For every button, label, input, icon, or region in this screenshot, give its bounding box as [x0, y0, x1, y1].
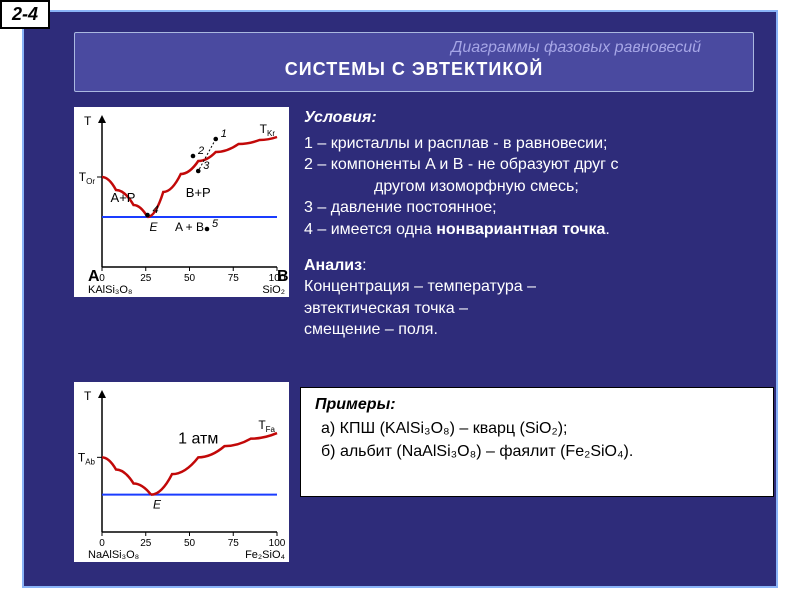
svg-text:50: 50: [184, 538, 196, 549]
svg-text:3: 3: [203, 160, 210, 172]
svg-text:TFa: TFa: [258, 418, 275, 434]
svg-text:25: 25: [140, 273, 152, 284]
examples-box: Примеры: а) КПШ (KAlSi₃O₈) – кварц (SiO₂…: [300, 387, 774, 497]
svg-text:T: T: [84, 389, 92, 403]
svg-text:1 атм: 1 атм: [178, 430, 218, 447]
svg-text:B+P: B+P: [186, 185, 211, 200]
svg-text:Fe₂SiO₄: Fe₂SiO₄: [245, 549, 285, 561]
svg-text:T: T: [84, 114, 92, 128]
svg-text:NaAlSi₃O₈: NaAlSi₃O₈: [88, 549, 139, 561]
example-a: а) КПШ (KAlSi₃O₈) – кварц (SiO₂);: [321, 420, 759, 438]
svg-text:A: A: [88, 268, 100, 285]
svg-text:1: 1: [221, 128, 227, 140]
svg-text:TAb: TAb: [78, 450, 96, 466]
svg-text:50: 50: [184, 273, 196, 284]
slide-frame: Диаграммы фазовых равновесий СИСТЕМЫ С Э…: [22, 10, 778, 588]
analysis-line-2: эвтектическая точка –: [304, 298, 774, 320]
analysis-label: Анализ:: [304, 255, 774, 277]
svg-text:A+P: A+P: [111, 190, 136, 205]
phase-diagram-2: 0 25 50 75 100 TAb TFa E 1 атм NaAlSi₃O₈ Fe₂SiO₄ T: [74, 382, 289, 562]
condition-2b: другом изоморфную смесь;: [304, 176, 774, 198]
condition-3: 3 – давление постоянное;: [304, 197, 774, 219]
header-subtitle: Диаграммы фазовых равновесий: [87, 39, 741, 57]
page-number-badge: 2-4: [0, 0, 50, 29]
svg-text:TOr: TOr: [79, 170, 96, 186]
svg-text:25: 25: [140, 538, 152, 549]
text-content: Условия: 1 – кристаллы и расплав - в рав…: [304, 107, 774, 341]
header-title: СИСТЕМЫ С ЭВТЕКТИКОЙ: [87, 59, 741, 80]
example-b: б) альбит (NaAlSi₃O₈) – фаялит (Fe₂SiO₄)…: [321, 443, 759, 461]
svg-text:A + B: A + B: [175, 220, 204, 234]
svg-text:B: B: [277, 268, 289, 285]
condition-4: 4 – имеется одна нонвариантная точка.: [304, 219, 774, 241]
svg-text:TKr: TKr: [260, 122, 276, 138]
condition-1: 1 – кристаллы и расплав - в равновесии;: [304, 133, 774, 155]
svg-text:75: 75: [228, 538, 240, 549]
analysis-line-3: смещение – поля.: [304, 319, 774, 341]
phase-diagram-1: 0255075100TOrTKrEA+PB+PA + BAB12345KAlSi…: [74, 107, 289, 297]
svg-text:SiO₂: SiO₂: [262, 284, 285, 296]
svg-text:KAlSi₃O₈: KAlSi₃O₈: [88, 284, 133, 296]
examples-label: Примеры:: [315, 396, 759, 414]
svg-text:4: 4: [153, 204, 159, 216]
svg-text:0: 0: [99, 273, 105, 284]
svg-text:75: 75: [228, 273, 240, 284]
conditions-label: Условия:: [304, 107, 774, 129]
svg-text:5: 5: [212, 218, 219, 230]
analysis-line-1: Концентрация – температура –: [304, 276, 774, 298]
svg-text:E: E: [153, 498, 162, 512]
svg-text:100: 100: [269, 538, 286, 549]
header-bar: Диаграммы фазовых равновесий СИСТЕМЫ С Э…: [74, 32, 754, 92]
svg-text:0: 0: [99, 538, 105, 549]
svg-text:2: 2: [197, 145, 204, 157]
svg-text:E: E: [150, 220, 159, 234]
condition-2a: 2 – компоненты A и B - не образуют друг …: [304, 154, 774, 176]
